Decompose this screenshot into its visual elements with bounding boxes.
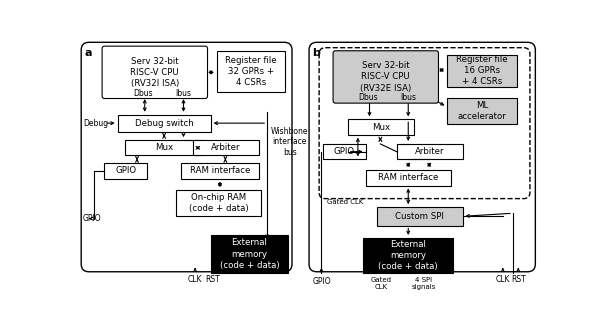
Text: ML
accelerator: ML accelerator xyxy=(458,101,506,121)
Bar xyxy=(104,163,147,179)
Text: GPIO: GPIO xyxy=(312,277,331,286)
FancyBboxPatch shape xyxy=(333,51,439,103)
Bar xyxy=(176,190,261,216)
Text: Debug switch: Debug switch xyxy=(135,119,193,128)
Text: RAM interface: RAM interface xyxy=(190,166,250,176)
Text: Arbiter: Arbiter xyxy=(211,143,241,152)
Bar xyxy=(397,144,463,159)
Text: Ibus: Ibus xyxy=(176,89,191,98)
Text: Arbiter: Arbiter xyxy=(415,147,445,156)
Text: External
memory
(code + data): External memory (code + data) xyxy=(379,240,438,271)
FancyBboxPatch shape xyxy=(319,48,530,199)
Bar xyxy=(193,140,259,155)
Text: Mux: Mux xyxy=(155,143,173,152)
Text: Ibus: Ibus xyxy=(400,93,416,102)
Bar xyxy=(181,163,259,179)
Text: On-chip RAM
(code + data): On-chip RAM (code + data) xyxy=(188,193,248,213)
Bar xyxy=(365,170,451,186)
Text: Mux: Mux xyxy=(371,122,390,132)
Text: Gated CLK: Gated CLK xyxy=(327,199,364,205)
Bar xyxy=(118,115,211,132)
Text: Wishbone
interface
bus: Wishbone interface bus xyxy=(271,127,308,157)
Text: RAM interface: RAM interface xyxy=(378,173,439,182)
FancyBboxPatch shape xyxy=(81,42,292,272)
Text: Debug: Debug xyxy=(83,119,108,128)
Text: Dbus: Dbus xyxy=(133,89,153,98)
Text: Register file
16 GPRs
+ 4 CSRs: Register file 16 GPRs + 4 CSRs xyxy=(456,55,508,86)
Text: b: b xyxy=(312,48,320,58)
Text: Gated
CLK: Gated CLK xyxy=(371,277,392,290)
Text: a: a xyxy=(84,48,92,58)
Text: External
memory
(code + data): External memory (code + data) xyxy=(220,238,279,270)
FancyBboxPatch shape xyxy=(309,42,535,272)
Bar xyxy=(217,51,285,92)
Text: GPIO: GPIO xyxy=(334,147,355,156)
Bar xyxy=(125,140,203,155)
Text: GPIO: GPIO xyxy=(115,166,136,176)
Bar xyxy=(377,207,463,225)
Bar xyxy=(447,98,517,124)
Text: Custom SPI: Custom SPI xyxy=(395,212,445,221)
Bar xyxy=(348,119,413,135)
Text: CLK: CLK xyxy=(188,275,202,284)
Text: GPIO: GPIO xyxy=(83,214,101,223)
Text: RST: RST xyxy=(206,275,220,284)
Text: Serv 32-bit
RISC-V CPU
(RV32E ISA): Serv 32-bit RISC-V CPU (RV32E ISA) xyxy=(360,61,412,93)
Text: Dbus: Dbus xyxy=(358,93,378,102)
Text: 4 SPI
signals: 4 SPI signals xyxy=(412,277,436,290)
Bar xyxy=(211,235,288,273)
Bar xyxy=(364,238,453,273)
Bar xyxy=(323,144,365,159)
Text: Serv 32-bit
RISC-V CPU
(RV32I ISA): Serv 32-bit RISC-V CPU (RV32I ISA) xyxy=(130,57,179,88)
Text: CLK: CLK xyxy=(496,275,510,284)
Text: RST: RST xyxy=(511,275,526,284)
Text: Register file
32 GPRs +
4 CSRs: Register file 32 GPRs + 4 CSRs xyxy=(225,56,277,87)
Bar xyxy=(447,55,517,87)
FancyBboxPatch shape xyxy=(102,46,208,99)
